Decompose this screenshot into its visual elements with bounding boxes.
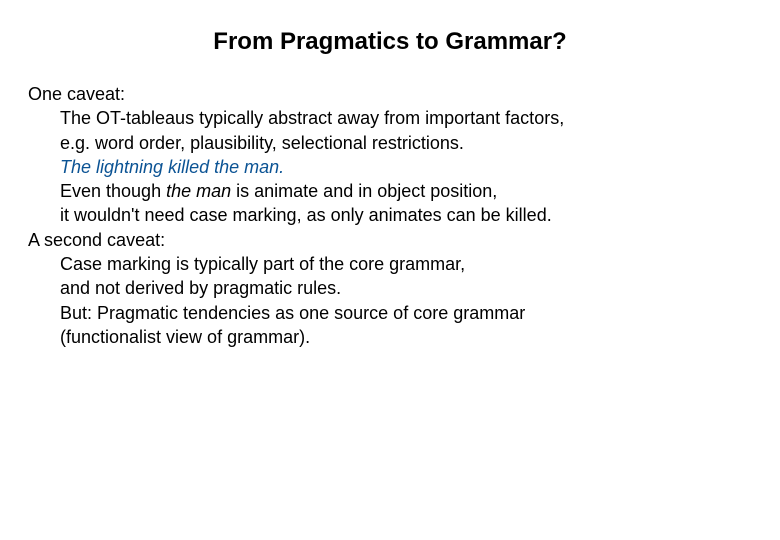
caveat1-line1: The OT-tableaus typically abstract away … xyxy=(60,106,752,130)
caveat1-example: The lightning killed the man. xyxy=(60,155,752,179)
caveat2-line4: (functionalist view of grammar). xyxy=(60,325,752,349)
caveat1-line3: Even though the man is animate and in ob… xyxy=(60,179,752,203)
slide: From Pragmatics to Grammar? One caveat: … xyxy=(0,0,780,540)
caveat1-line3a: Even though xyxy=(60,181,166,201)
caveat1-block: The OT-tableaus typically abstract away … xyxy=(28,106,752,227)
caveat2-line3: But: Pragmatic tendencies as one source … xyxy=(60,301,752,325)
caveat1-line3b: the man xyxy=(166,181,231,201)
caveat1-line4: it wouldn't need case marking, as only a… xyxy=(60,203,752,227)
caveat2-heading: A second caveat: xyxy=(28,228,752,252)
caveat1-heading: One caveat: xyxy=(28,82,752,106)
caveat1-line3c: is animate and in object position, xyxy=(231,181,497,201)
caveat1-line2: e.g. word order, plausibility, selection… xyxy=(60,131,752,155)
caveat2-line1: Case marking is typically part of the co… xyxy=(60,252,752,276)
slide-title: From Pragmatics to Grammar? xyxy=(0,0,780,82)
caveat2-block: Case marking is typically part of the co… xyxy=(28,252,752,349)
slide-body: One caveat: The OT-tableaus typically ab… xyxy=(0,82,780,349)
caveat2-line2: and not derived by pragmatic rules. xyxy=(60,276,752,300)
